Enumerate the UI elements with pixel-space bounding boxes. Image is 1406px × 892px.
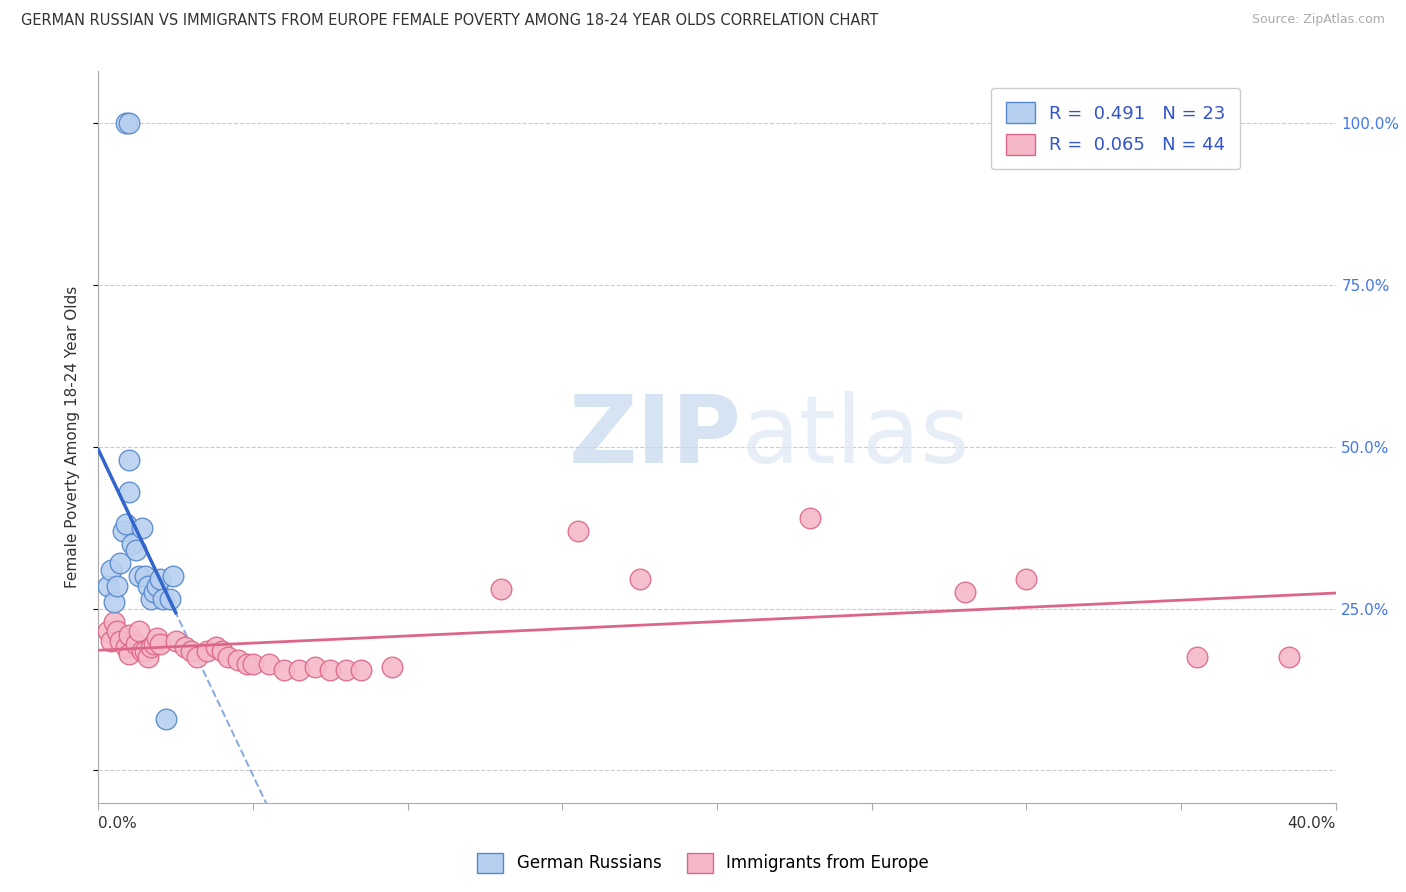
Point [567, 524, 589, 538]
Point [115, 116, 138, 130]
Point [162, 569, 184, 583]
Point [165, 634, 187, 648]
Point [242, 657, 264, 671]
Point [115, 517, 138, 532]
Point [350, 663, 373, 677]
Y-axis label: Female Poverty Among 18-24 Year Olds: Female Poverty Among 18-24 Year Olds [65, 286, 80, 588]
Point [205, 640, 228, 655]
Point [134, 643, 156, 657]
Point [335, 663, 357, 677]
Point [1185, 650, 1208, 665]
Point [257, 657, 280, 671]
Legend: German Russians, Immigrants from Europe: German Russians, Immigrants from Europe [470, 847, 936, 880]
Text: ZIP: ZIP [569, 391, 742, 483]
Point [149, 573, 172, 587]
Point [118, 627, 141, 641]
Point [118, 116, 141, 130]
Point [100, 634, 122, 648]
Point [799, 511, 821, 525]
Point [211, 643, 233, 657]
Point [118, 452, 141, 467]
Point [118, 485, 141, 500]
Point [112, 524, 135, 538]
Point [143, 585, 166, 599]
Point [108, 557, 131, 571]
Point [236, 657, 259, 671]
Point [105, 579, 128, 593]
Point [174, 640, 197, 655]
Point [149, 637, 172, 651]
Point [103, 595, 125, 609]
Point [273, 663, 295, 677]
Point [139, 591, 162, 606]
Text: atlas: atlas [742, 391, 970, 483]
Point [97, 579, 120, 593]
Point [121, 537, 143, 551]
Point [155, 712, 177, 726]
Point [118, 647, 141, 661]
Point [124, 637, 146, 651]
Text: GERMAN RUSSIAN VS IMMIGRANTS FROM EUROPE FEMALE POVERTY AMONG 18-24 YEAR OLDS CO: GERMAN RUSSIAN VS IMMIGRANTS FROM EUROPE… [21, 13, 879, 29]
Point [288, 663, 311, 677]
Point [146, 579, 169, 593]
Point [131, 521, 153, 535]
Point [628, 573, 651, 587]
Point [139, 640, 162, 655]
Point [146, 631, 169, 645]
Point [134, 569, 156, 583]
Text: 40.0%: 40.0% [1288, 816, 1336, 831]
Point [128, 569, 150, 583]
Point [124, 543, 146, 558]
Point [97, 624, 120, 639]
Point [103, 615, 125, 629]
Point [226, 653, 249, 667]
Point [105, 624, 128, 639]
Point [115, 640, 138, 655]
Point [108, 634, 131, 648]
Point [131, 643, 153, 657]
Point [100, 563, 122, 577]
Point [195, 643, 218, 657]
Point [128, 624, 150, 639]
Point [953, 585, 976, 599]
Point [186, 650, 208, 665]
Legend: R =  0.491   N = 23, R =  0.065   N = 44: R = 0.491 N = 23, R = 0.065 N = 44 [991, 87, 1240, 169]
Point [489, 582, 512, 597]
Text: 0.0%: 0.0% [98, 816, 138, 831]
Point [1015, 573, 1038, 587]
Point [304, 660, 326, 674]
Point [1278, 650, 1301, 665]
Point [319, 663, 342, 677]
Point [152, 591, 174, 606]
Point [381, 660, 404, 674]
Point [143, 637, 166, 651]
Point [136, 579, 159, 593]
Text: Source: ZipAtlas.com: Source: ZipAtlas.com [1251, 13, 1385, 27]
Point [217, 650, 239, 665]
Point [180, 643, 202, 657]
Point [159, 591, 181, 606]
Point [136, 650, 159, 665]
